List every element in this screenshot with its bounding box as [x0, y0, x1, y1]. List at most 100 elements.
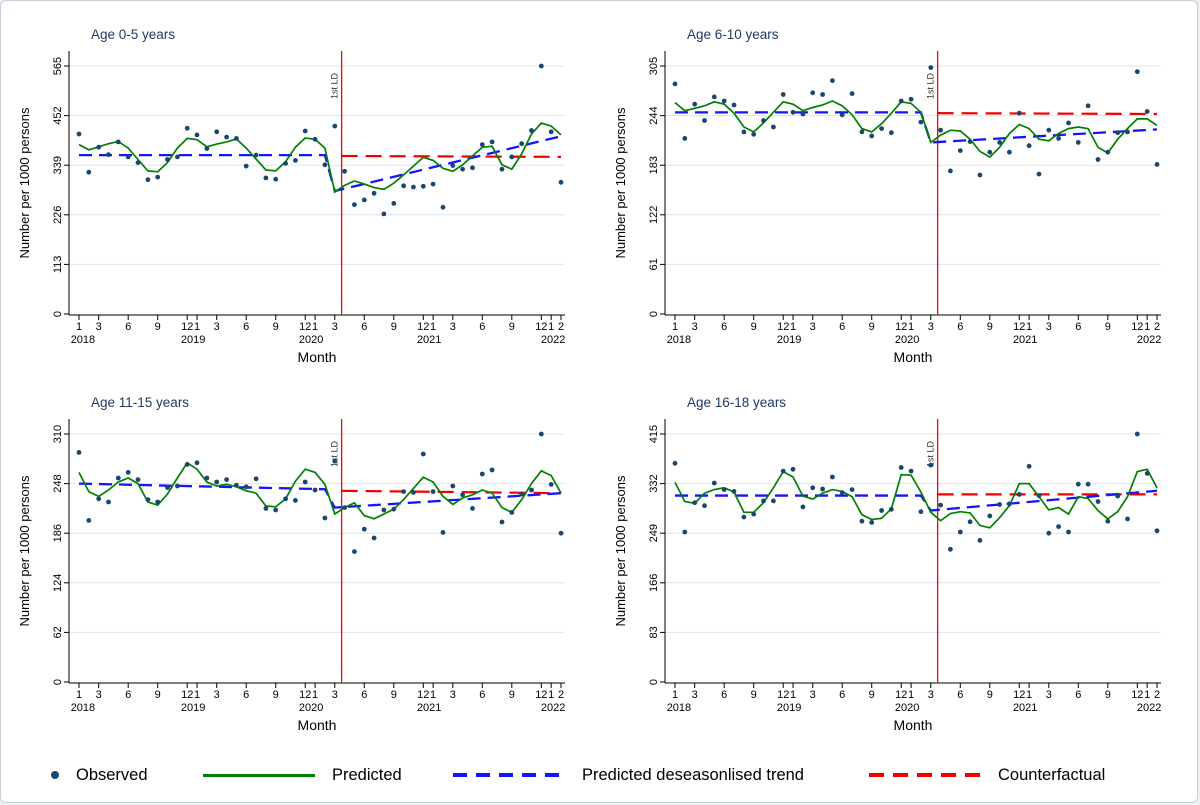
- x-year-label: 2019: [777, 334, 801, 346]
- x-tick-label: 9: [509, 689, 515, 701]
- y-tick-label: 244: [648, 106, 660, 124]
- x-tick-label: 1: [194, 321, 200, 333]
- observed-point: [780, 468, 786, 474]
- x-tick-label: 6: [1075, 689, 1081, 701]
- observed-point: [175, 154, 180, 160]
- trend-dashed-line-icon: [453, 773, 565, 777]
- legend-label-trend: Predicted deseasonlised trend: [582, 765, 804, 784]
- x-tick-label: 3: [96, 321, 102, 333]
- x-axis-title: Month: [298, 349, 337, 365]
- x-tick-label: 9: [751, 689, 757, 701]
- x-tick-label: 1: [1144, 321, 1150, 333]
- x-tick-label: 2: [1154, 321, 1160, 333]
- x-tick-label: 1: [672, 689, 678, 701]
- observed-point: [293, 158, 298, 163]
- observed-point: [302, 479, 308, 485]
- x-tick-label: 1: [76, 321, 82, 333]
- observed-point: [450, 163, 456, 169]
- legend: Observed Predicted Predicted deseasonlis…: [1, 749, 1197, 801]
- observed-point: [711, 94, 717, 100]
- observed-point: [1154, 528, 1160, 534]
- observed-point: [440, 530, 446, 535]
- y-tick-label: 0: [52, 311, 64, 317]
- panel-title: Age 11-15 years: [91, 395, 189, 410]
- x-tick-label: 9: [509, 321, 515, 333]
- x-axis-title: Month: [298, 717, 337, 733]
- observed-point: [371, 535, 377, 541]
- observed-point: [263, 175, 269, 181]
- y-tick-label: 61: [648, 258, 660, 270]
- observed-point: [322, 162, 328, 168]
- x-tick-label: 1: [790, 321, 796, 333]
- x-tick-label: 12: [299, 321, 311, 333]
- lockdown-label: 1st LD: [926, 72, 936, 99]
- observed-point: [702, 118, 707, 123]
- observed-point: [204, 475, 210, 481]
- x-tick-label: 12: [1013, 321, 1025, 333]
- observed-point: [243, 484, 249, 490]
- observed-point: [997, 502, 1002, 507]
- legend-label-observed: Observed: [76, 765, 148, 784]
- observed-point: [96, 144, 102, 150]
- x-tick-label: 9: [155, 689, 161, 701]
- x-tick-label: 3: [450, 321, 456, 333]
- observed-point: [1095, 499, 1101, 504]
- observed-point: [489, 139, 495, 145]
- x-tick-label: 9: [987, 689, 993, 701]
- observed-point: [849, 91, 855, 96]
- observed-point: [165, 157, 170, 162]
- x-year-label: 2018: [667, 334, 691, 346]
- observed-point: [184, 125, 190, 131]
- y-tick-label: 166: [648, 574, 660, 592]
- observed-point: [106, 152, 111, 158]
- observed-point: [938, 502, 943, 508]
- observed-point: [889, 130, 894, 136]
- x-year-label: 2022: [541, 702, 565, 714]
- x-tick-label: 6: [957, 321, 963, 333]
- x-tick-label: 12: [1131, 689, 1143, 701]
- x-year-label: 2019: [181, 702, 205, 714]
- observed-point: [361, 526, 367, 532]
- observed-point: [869, 520, 875, 525]
- x-tick-label: 1: [194, 689, 200, 701]
- observed-point: [253, 476, 259, 482]
- x-tick-label: 1: [908, 321, 914, 333]
- x-tick-label: 1: [548, 321, 554, 333]
- x-tick-label: 9: [391, 689, 397, 701]
- predicted-line: [78, 122, 562, 194]
- observed-point: [820, 92, 825, 97]
- x-tick-label: 3: [692, 321, 698, 333]
- observed-point: [761, 118, 766, 123]
- observed-point: [1105, 518, 1111, 524]
- x-axis-title: Month: [894, 717, 933, 733]
- observed-point: [224, 477, 230, 482]
- observed-point: [489, 467, 495, 473]
- observed-point: [780, 92, 786, 97]
- observed-point: [1036, 171, 1042, 177]
- y-tick-label: 113: [52, 256, 64, 274]
- observed-point: [1066, 529, 1071, 535]
- x-year-label: 2021: [1013, 702, 1037, 714]
- observed-point: [391, 506, 397, 512]
- x-tick-label: 1: [430, 689, 436, 701]
- observed-point: [859, 129, 865, 135]
- observed-point: [938, 127, 943, 133]
- observed-point: [859, 518, 865, 524]
- observed-point: [135, 477, 141, 482]
- counterfactual-dashed-line-icon: [869, 773, 981, 777]
- x-year-label: 2018: [667, 702, 691, 714]
- observed-point: [928, 65, 934, 70]
- observed-point: [499, 519, 505, 525]
- observed-point: [1115, 493, 1121, 499]
- observed-point: [898, 465, 904, 470]
- x-tick-label: 3: [692, 689, 698, 701]
- observed-point: [721, 98, 727, 104]
- observed-point: [293, 498, 298, 503]
- observed-point: [682, 136, 688, 141]
- observed-point: [470, 506, 475, 511]
- counterfactual-line: [341, 154, 562, 158]
- x-tick-label: 3: [1046, 321, 1052, 333]
- y-tick-label: 339: [52, 156, 64, 174]
- observed-point: [918, 119, 924, 125]
